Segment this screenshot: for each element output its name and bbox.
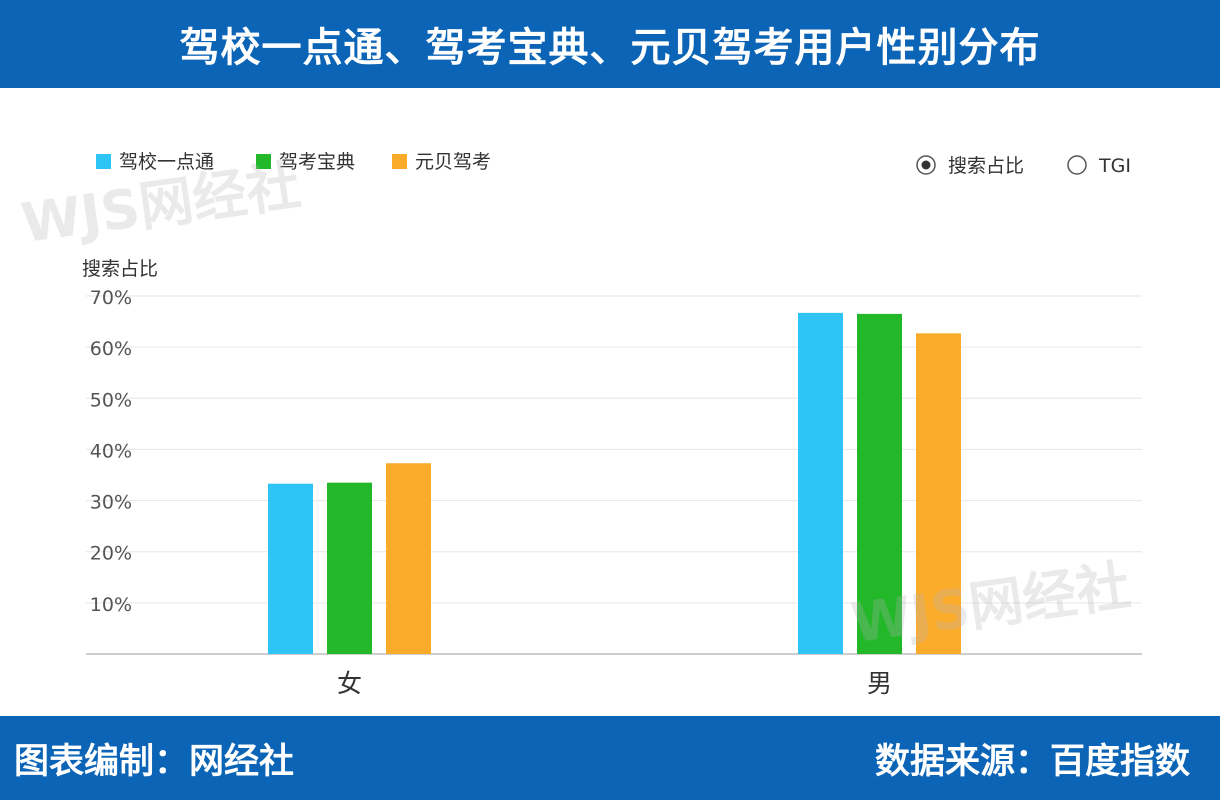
bar-3-female[interactable] (386, 463, 431, 654)
x-category-label: 女 (337, 669, 362, 698)
legend-label[interactable]: 驾校一点通 (119, 151, 214, 173)
y-tick-label: 30% (90, 492, 132, 514)
footer-compiler: 图表编制：网经社 (14, 741, 295, 782)
footer-bar: 图表编制：网经社 数据来源：百度指数 (0, 716, 1220, 800)
legend-label[interactable]: 元贝驾考 (415, 151, 491, 173)
radio-tgi[interactable] (1067, 155, 1087, 175)
y-tick-label: 60% (90, 338, 132, 360)
y-tick-label: 70% (90, 287, 132, 309)
y-tick-label: 10% (90, 594, 132, 616)
bar-2-male[interactable] (857, 313, 902, 654)
bar-2-female[interactable] (327, 482, 372, 654)
footer-source: 数据来源：百度指数 (874, 741, 1190, 782)
x-category-label: 男 (867, 669, 892, 698)
legend-swatch[interactable] (256, 154, 271, 169)
y-tick-label: 40% (90, 440, 132, 462)
legend-label[interactable]: 驾考宝典 (279, 151, 355, 173)
radio-label[interactable]: TGI (1098, 155, 1131, 177)
legend-swatch[interactable] (96, 154, 111, 169)
y-tick-label: 50% (90, 389, 132, 411)
y-tick-label: 20% (90, 543, 132, 565)
legend-swatch[interactable] (392, 154, 407, 169)
page-title: 驾校一点通、驾考宝典、元贝驾考用户性别分布 (179, 25, 1041, 71)
radio-dot (921, 160, 931, 170)
radio-label[interactable]: 搜索占比 (948, 155, 1024, 177)
bar-3-male[interactable] (916, 333, 961, 654)
bar-1-male[interactable] (798, 312, 843, 654)
header-bar: 驾校一点通、驾考宝典、元贝驾考用户性别分布 (0, 0, 1220, 88)
bar-1-female[interactable] (268, 483, 313, 654)
chart-area: 10% 20% 30% 40% 50% 60% 70% 搜索占比女 男 驾校一点通 驾考宝典 元贝驾考… (0, 88, 1220, 716)
y-axis-label: 搜索占比 (82, 258, 158, 280)
